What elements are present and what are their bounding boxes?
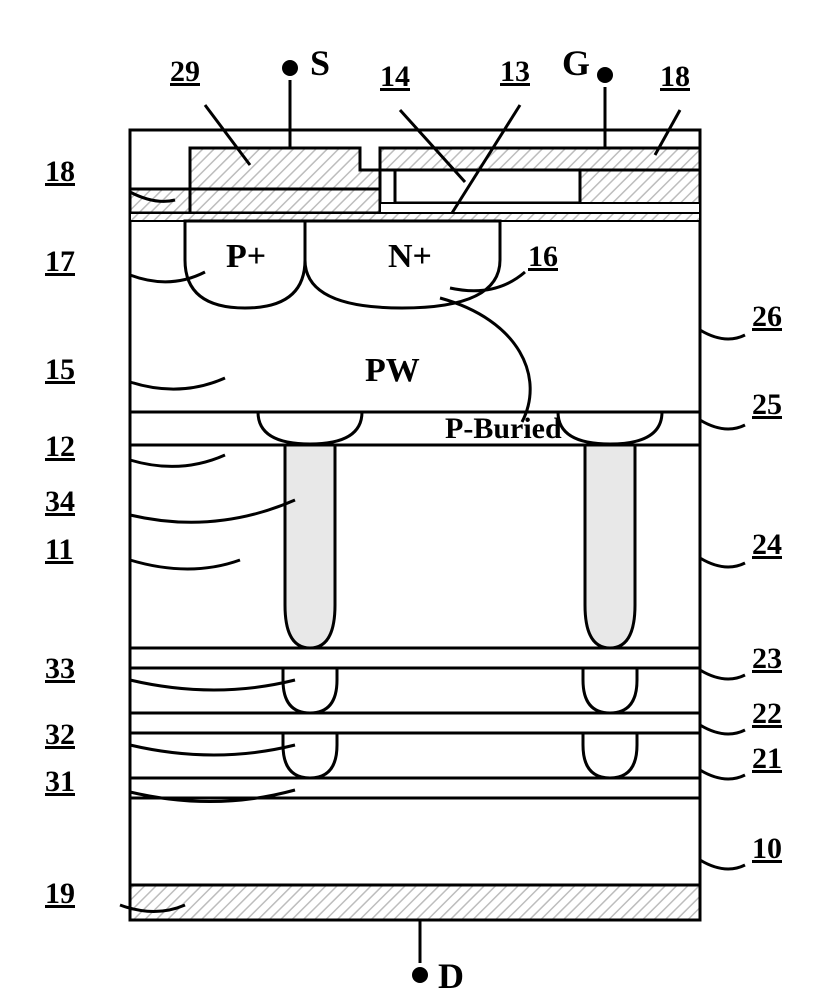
cross-section-diagram [0, 0, 831, 1000]
label-10: 10 [752, 832, 782, 866]
label-32: 32 [45, 718, 75, 752]
region-29 [190, 148, 380, 189]
label-29: 29 [170, 55, 200, 89]
region-13 [380, 203, 700, 213]
trench-34-left [285, 445, 335, 648]
label-14: 14 [380, 60, 410, 94]
region-text-n-plus: N+ [388, 238, 432, 276]
label-18-right: 18 [660, 60, 690, 94]
label-26: 26 [752, 300, 782, 334]
region-29-lower [190, 189, 380, 213]
region-text-p-buried: P-Buried [445, 412, 562, 446]
label-15: 15 [45, 353, 75, 387]
region-19 [130, 885, 700, 920]
label-34: 34 [45, 485, 75, 519]
label-24: 24 [752, 528, 782, 562]
label-18-left: 18 [45, 155, 75, 189]
terminal-label-D: D [438, 955, 464, 997]
terminal-label-G: G [562, 42, 590, 84]
trench-34-right [585, 445, 635, 648]
label-33: 33 [45, 652, 75, 686]
label-23: 23 [752, 642, 782, 676]
label-31: 31 [45, 765, 75, 799]
label-11: 11 [45, 533, 73, 567]
region-text-p-plus: P+ [226, 238, 266, 276]
label-16: 16 [528, 240, 558, 274]
label-12: 12 [45, 430, 75, 464]
terminal-label-S: S [310, 42, 330, 84]
label-21: 21 [752, 742, 782, 776]
region-18-top [380, 148, 700, 170]
region-14 [395, 170, 580, 203]
label-13: 13 [500, 55, 530, 89]
region-text-pw: PW [365, 352, 420, 390]
label-19: 19 [45, 877, 75, 911]
label-17: 17 [45, 245, 75, 279]
label-22: 22 [752, 697, 782, 731]
terminal-D [412, 920, 428, 983]
label-25: 25 [752, 388, 782, 422]
